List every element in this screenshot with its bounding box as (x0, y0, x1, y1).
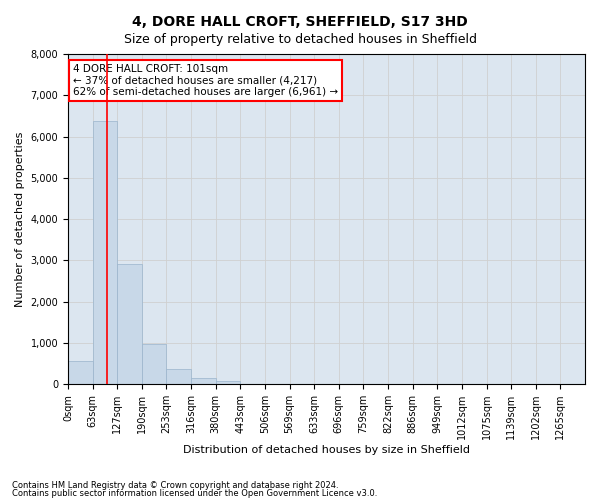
Bar (92, 121, 117, 384)
Text: 4, DORE HALL CROFT, SHEFFIELD, S17 3HD: 4, DORE HALL CROFT, SHEFFIELD, S17 3HD (132, 15, 468, 29)
Bar (142, 344, 166, 384)
Text: Contains HM Land Registry data © Crown copyright and database right 2024.: Contains HM Land Registry data © Crown c… (12, 480, 338, 490)
Text: Size of property relative to detached houses in Sheffield: Size of property relative to detached ho… (124, 32, 476, 46)
Bar (191, 378, 216, 384)
Bar (68, 360, 92, 384)
Text: 4 DORE HALL CROFT: 101sqm
← 37% of detached houses are smaller (4,217)
62% of se: 4 DORE HALL CROFT: 101sqm ← 37% of detac… (73, 64, 338, 97)
Text: Contains public sector information licensed under the Open Government Licence v3: Contains public sector information licen… (12, 489, 377, 498)
Y-axis label: Number of detached properties: Number of detached properties (15, 132, 25, 307)
Bar (117, 264, 142, 384)
X-axis label: Distribution of detached houses by size in Sheffield: Distribution of detached houses by size … (183, 445, 470, 455)
Bar (166, 370, 191, 384)
Bar (216, 380, 241, 384)
